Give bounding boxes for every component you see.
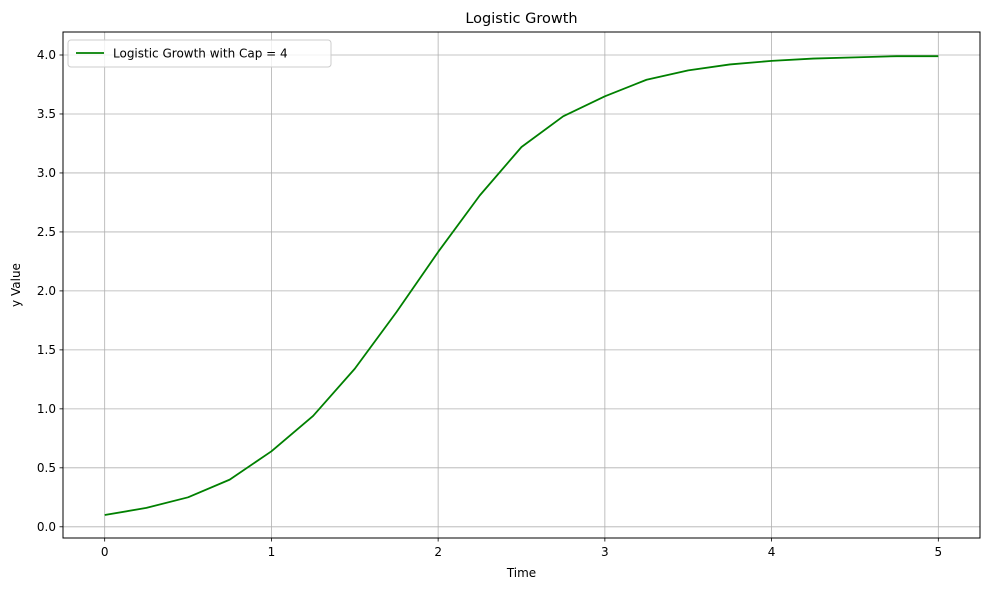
- x-tick-label: 1: [268, 545, 276, 559]
- y-tick-label: 3.0: [37, 166, 56, 180]
- plot-frame: [62, 31, 981, 539]
- y-tick-label: 0.5: [37, 461, 56, 475]
- x-tick-label: 2: [434, 545, 442, 559]
- y-tick-label: 0.0: [37, 520, 56, 534]
- y-tick-label: 3.5: [37, 107, 56, 121]
- y-tick-label: 2.0: [37, 284, 56, 298]
- x-tick-label: 4: [768, 545, 776, 559]
- y-tick-label: 1.0: [37, 402, 56, 416]
- ticks: 0 1 2 3 4 5 0.0 0.5 1.0 1.5 2.0 2.5 3.0 3.5 4.0: [37, 48, 942, 559]
- x-tick-label: 0: [101, 545, 109, 559]
- series-line: [104, 55, 939, 516]
- x-tick-label: 5: [934, 545, 942, 559]
- y-tick-label: 2.5: [37, 225, 56, 239]
- legend-label: Logistic Growth with Cap = 4: [113, 47, 288, 61]
- chart-title: Logistic Growth: [465, 11, 577, 27]
- legend: Logistic Growth with Cap = 4: [67, 39, 332, 68]
- x-axis-label: Time: [506, 566, 536, 580]
- y-axis-label: y Value: [9, 263, 23, 307]
- legend-box: [67, 39, 332, 68]
- y-tick-label: 1.5: [37, 343, 56, 357]
- y-tick-label: 4.0: [37, 48, 56, 62]
- x-tick-label: 3: [601, 545, 609, 559]
- grid: [63, 32, 980, 538]
- series-layer: [104, 55, 939, 516]
